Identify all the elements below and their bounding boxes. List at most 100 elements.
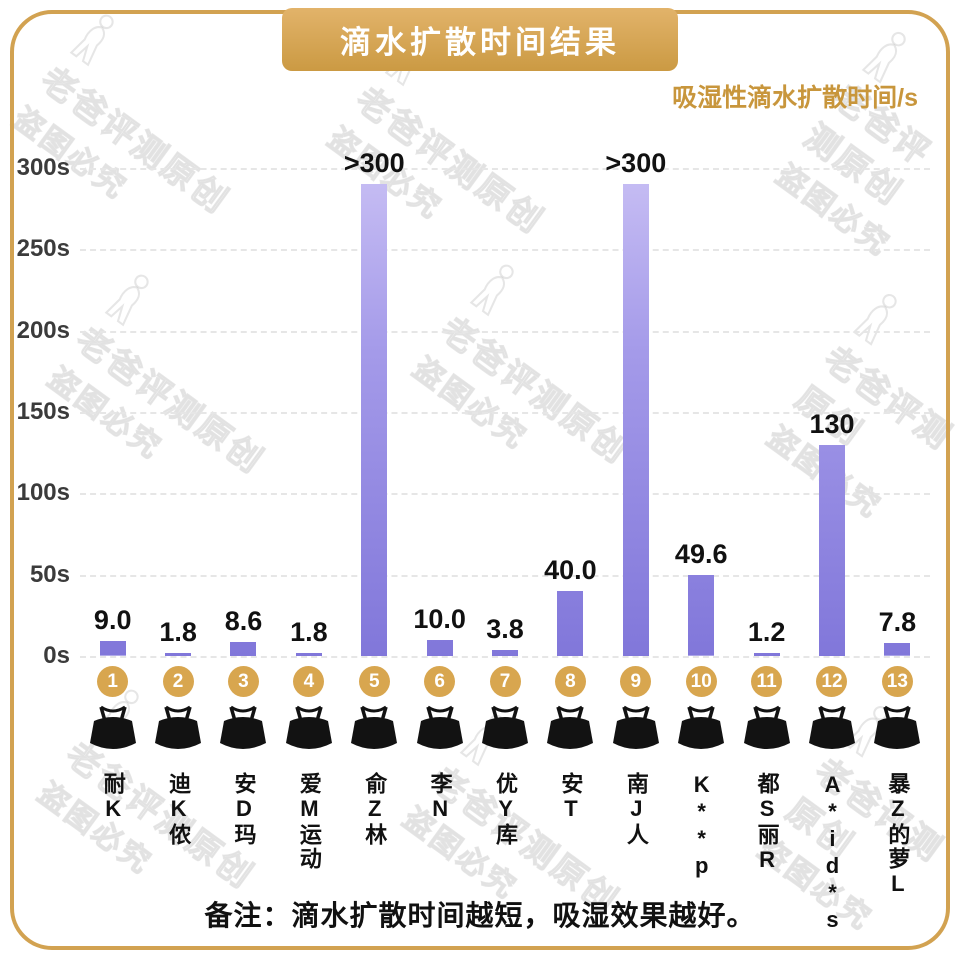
rank-badge: 9 (620, 666, 652, 697)
gridline: 300s (17, 154, 930, 181)
bar (492, 649, 519, 656)
sports-bra-icon (868, 705, 926, 762)
bar (753, 653, 780, 656)
bar-zone: 3.8 (486, 148, 524, 656)
bar-value-label: 40.0 (544, 554, 597, 585)
y-tick-label: 300s (16, 154, 70, 181)
rank-badge: 8 (554, 666, 586, 697)
bar-value-label: 3.8 (486, 613, 524, 644)
y-tick-label: 200s (16, 316, 70, 344)
bar (295, 653, 322, 656)
bar-value-label: 1.2 (747, 617, 786, 647)
product-name: K**p (689, 772, 715, 880)
rank-badge: 3 (227, 666, 259, 697)
bar-columns: 9.0 1 耐K 1.8 2 迪K侬 (80, 148, 930, 934)
bar-zone: 8.6 (224, 148, 263, 656)
product-name: 安D玛 (231, 772, 257, 847)
chart-column: 9.0 1 耐K (80, 148, 145, 922)
y-tick-label: 0s (43, 641, 70, 669)
bar-zone: 7.8 (878, 148, 917, 656)
chart-title-banner: 滴水扩散时间结果 (282, 8, 678, 71)
chart-column: 7.8 13 暴Z的萝L (865, 148, 930, 922)
sports-bra-icon (84, 705, 142, 762)
bar-zone: 1.8 (290, 148, 328, 656)
bar (99, 641, 126, 656)
sports-bra-icon (672, 705, 730, 762)
chart-column: 10.0 6 李N (407, 148, 472, 922)
sports-bra-icon (214, 705, 272, 762)
product-name: 优Y库 (493, 772, 519, 847)
bar (818, 444, 845, 656)
product-name: 李N (427, 772, 453, 823)
product-name: 都S丽R (754, 772, 780, 874)
sports-bra-icon (738, 705, 796, 762)
chart-column: >300 9 南J人 (603, 148, 668, 922)
chart-column: 40.0 8 安T (538, 148, 603, 922)
bar-zone: 130 (809, 148, 855, 656)
bar (361, 184, 388, 656)
bar-zone: 40.0 (544, 148, 597, 656)
gridline: 150s (17, 398, 930, 425)
bar-zone: 49.6 (675, 148, 727, 656)
chart-column: 3.8 7 优Y库 (472, 148, 537, 922)
rank-badge: 13 (881, 666, 913, 697)
product-name: 耐K (100, 772, 126, 823)
footnote: 备注：滴水扩散时间越短，吸湿效果越好。 (204, 900, 756, 931)
rank-badge: 5 (358, 666, 390, 697)
bar-value-label: 7.8 (878, 607, 917, 638)
chart-column: 1.2 11 都S丽R (734, 148, 799, 922)
y-tick-label: 100s (16, 479, 70, 507)
chart-column: 1.8 2 迪K侬 (145, 148, 210, 922)
gridline: 0s (43, 642, 930, 669)
bar (884, 643, 911, 656)
product-name: 迪K侬 (166, 772, 192, 847)
product-name: 南J人 (623, 772, 649, 847)
rank-badge: 1 (97, 666, 129, 697)
chart-column: 49.6 10 K**p (669, 148, 734, 922)
bar-value-label: 1.8 (290, 617, 328, 647)
bar-zone: 10.0 (413, 148, 466, 656)
bar-value-label: 9.0 (93, 605, 132, 636)
bar-value-label: >300 (343, 148, 405, 178)
sports-bra-icon (411, 705, 469, 762)
y-axis-unit-label: 吸湿性滴水扩散时间/s (672, 84, 918, 112)
product-name: 爱M运动 (296, 772, 322, 871)
rank-badge: 10 (685, 666, 717, 697)
y-tick-label: 50s (29, 560, 70, 588)
product-name: 暴Z的萝L (885, 772, 911, 898)
plot-area: 300s 250s 200s 150s 100s 50s 0s (17, 148, 930, 669)
gridline: 100s (17, 479, 930, 506)
product-name: 安T (558, 772, 584, 823)
rank-badge: 12 (816, 666, 848, 697)
gridline: 200s (17, 317, 930, 344)
chart-column: >300 5 俞Z林 (342, 148, 407, 922)
sports-bra-icon (541, 705, 599, 762)
bar-zone: >300 (605, 148, 666, 656)
gridline: 250s (17, 235, 930, 262)
product-name: 俞Z林 (362, 772, 388, 847)
bar-value-label: 10.0 (413, 603, 466, 634)
sports-bra-icon (149, 705, 207, 762)
product-name: A*id*s (819, 772, 845, 934)
bar-value-label: 8.6 (224, 606, 263, 637)
sports-bra-icon (476, 705, 534, 762)
y-tick-label: 250s (16, 235, 70, 263)
rank-badge: 11 (751, 666, 783, 697)
chart-column: 130 12 A*id*s (799, 148, 864, 934)
rank-badge: 2 (162, 666, 194, 697)
rank-badge: 6 (424, 666, 456, 697)
bar-zone: 1.8 (159, 148, 197, 656)
sports-bra-icon (607, 705, 665, 762)
bar (165, 653, 192, 656)
bar-zone: >300 (344, 148, 405, 656)
gridline: 50s (30, 561, 930, 588)
sports-bra-icon (803, 705, 861, 762)
bar-value-label: 1.8 (159, 617, 197, 647)
rank-badge: 4 (293, 666, 325, 697)
bar (688, 575, 715, 656)
chart-title: 滴水扩散时间结果 (340, 25, 620, 60)
rank-badge: 7 (489, 666, 521, 697)
bar-zone: 9.0 (93, 148, 132, 656)
bar-value-label: 130 (809, 408, 855, 439)
bar (557, 590, 584, 656)
